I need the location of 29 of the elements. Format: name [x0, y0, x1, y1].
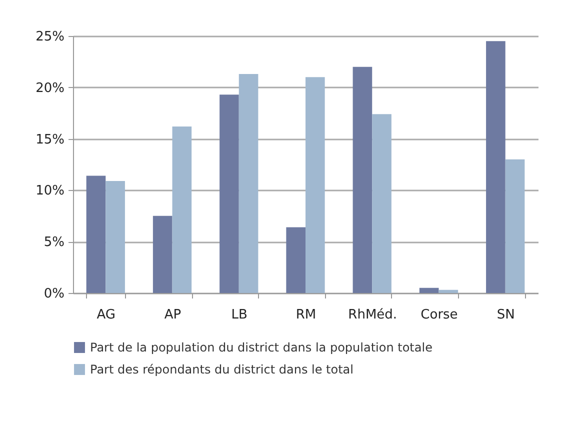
y-tick-label: 10%	[36, 184, 64, 199]
bar	[172, 126, 192, 293]
x-tick-label: Corse	[420, 308, 458, 322]
x-tick-label: RhMéd.	[348, 308, 398, 322]
bar	[306, 77, 325, 293]
bar	[352, 66, 372, 293]
bar	[419, 288, 439, 293]
bar	[152, 216, 172, 293]
bar	[505, 159, 525, 293]
x-tick-label: AG	[96, 308, 116, 322]
bar	[438, 290, 458, 293]
x-tick-label: AP	[164, 308, 182, 322]
bar	[106, 180, 125, 293]
y-tick-label: 0%	[44, 286, 64, 302]
y-tick-label: 25%	[36, 30, 64, 44]
x-tick-label: SN	[496, 308, 515, 322]
y-tick-label: 5%	[44, 235, 64, 250]
bar	[372, 114, 392, 293]
bar	[220, 94, 239, 293]
bar	[238, 74, 258, 293]
x-tick-label: LB	[231, 308, 248, 322]
legend-label: Part de la population du district dans la population totale	[90, 340, 432, 354]
legend-label: Part des répondants du district dans le total	[90, 362, 354, 376]
x-tick-label: RM	[296, 308, 316, 322]
y-tick-label: 15%	[36, 132, 64, 148]
y-tick-label: 20%	[36, 80, 64, 96]
bar	[86, 176, 106, 293]
bar	[486, 41, 506, 293]
bar	[286, 227, 306, 293]
